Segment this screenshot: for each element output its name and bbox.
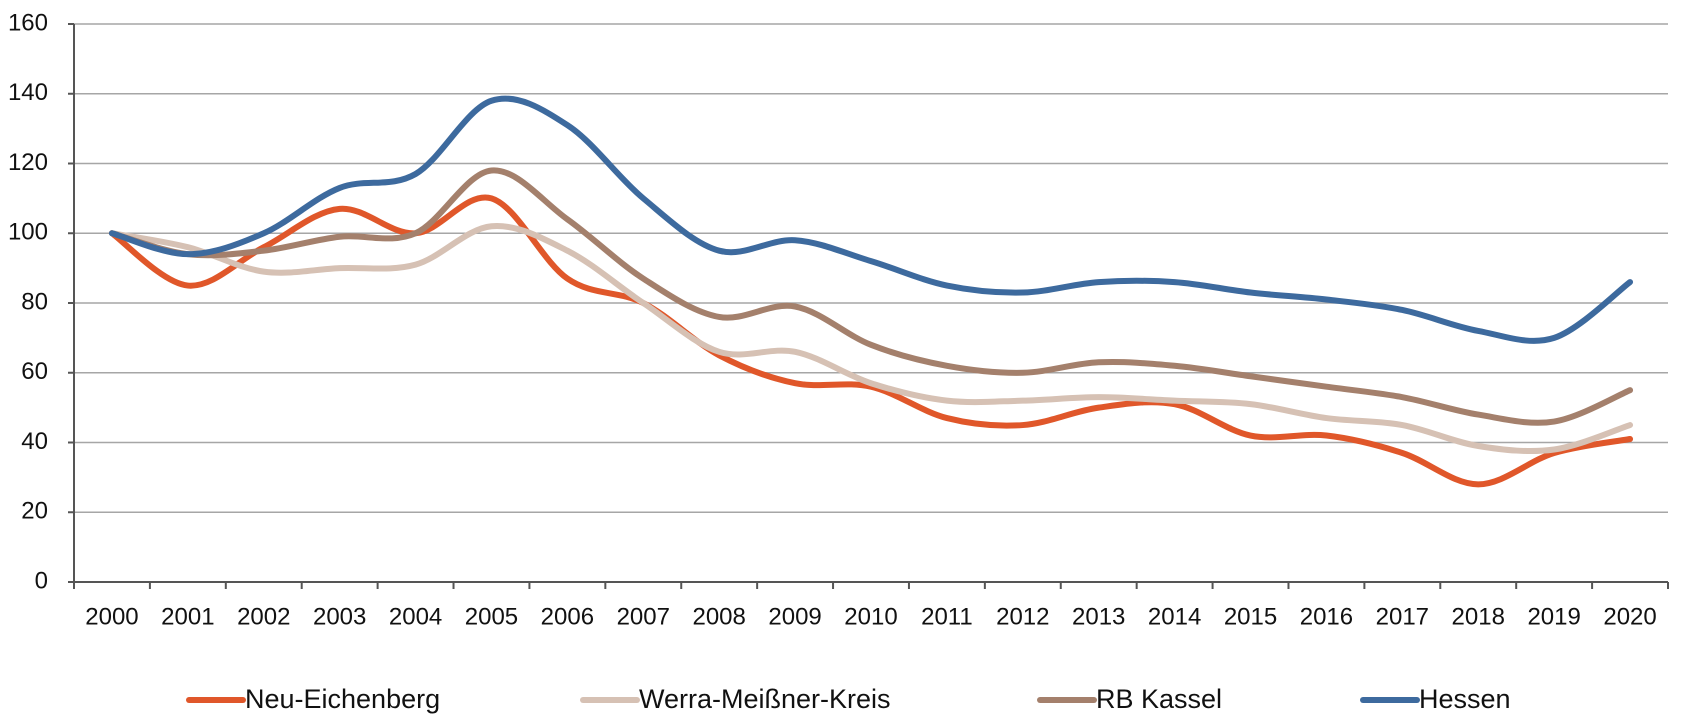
x-tick-label: 2006 [541, 603, 594, 630]
series-line [108, 167, 1634, 426]
x-tick-label: 2012 [996, 603, 1049, 630]
y-tick-label: 120 [8, 149, 48, 176]
x-tick-label: 2000 [85, 603, 138, 630]
y-tick-label: 0 [35, 567, 48, 594]
legend-label: Neu-Eichenberg [245, 684, 440, 714]
series-line [108, 95, 1634, 344]
y-tick-label: 140 [8, 79, 48, 106]
x-tick-label: 2003 [313, 603, 366, 630]
x-tick-label: 2013 [1072, 603, 1125, 630]
x-tick-label: 2019 [1527, 603, 1580, 630]
legend-label: Werra-Meißner-Kreis [639, 684, 891, 714]
x-tick-label: 2010 [844, 603, 897, 630]
y-tick-label: 100 [8, 219, 48, 246]
y-tick-label: 80 [21, 288, 48, 315]
x-tick-label: 2008 [692, 603, 745, 630]
series-line [108, 223, 1634, 455]
legend-label: RB Kassel [1096, 684, 1222, 714]
x-tick-label: 2017 [1376, 603, 1429, 630]
y-tick-label: 40 [21, 428, 48, 455]
x-tick-label: 2002 [237, 603, 290, 630]
x-tick-label: 2015 [1224, 603, 1277, 630]
x-tick-label: 2020 [1603, 603, 1656, 630]
x-tick-label: 2007 [617, 603, 670, 630]
x-tick-label: 2001 [161, 603, 214, 630]
x-tick-label: 2018 [1452, 603, 1505, 630]
x-tick-label: 2016 [1300, 603, 1353, 630]
series-line [108, 194, 1634, 488]
y-tick-label: 160 [8, 9, 48, 36]
x-tick-label: 2014 [1148, 603, 1201, 630]
x-tick-label: 2011 [921, 603, 973, 630]
y-tick-label: 60 [21, 358, 48, 385]
x-tick-label: 2004 [389, 603, 442, 630]
legend-label: Hessen [1419, 684, 1511, 714]
x-tick-label: 2005 [465, 603, 518, 630]
y-tick-label: 20 [21, 498, 48, 525]
x-tick-label: 2009 [768, 603, 821, 630]
